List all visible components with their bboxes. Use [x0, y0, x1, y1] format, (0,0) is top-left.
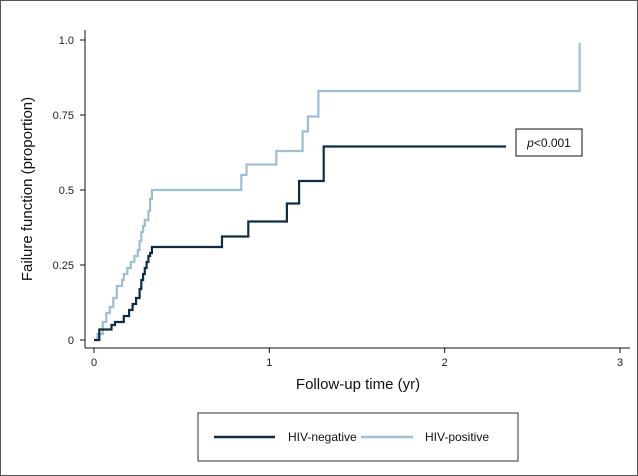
x-tick-label: 0 — [91, 357, 97, 369]
y-axis-ticks: 0 0.25 0.5 0.75 1.0 — [53, 35, 85, 347]
y-tick-label: 1.0 — [59, 35, 74, 47]
series-line-hiv-negative — [94, 145, 506, 342]
y-axis-title: Failure function (proportion) — [19, 97, 36, 281]
y-tick-label: 0 — [68, 335, 74, 347]
legend-label-hiv-positive: HIV-positive — [425, 430, 489, 444]
x-tick-label: 3 — [617, 357, 623, 369]
p-value-text: p<0.001 — [526, 136, 571, 150]
legend-label-hiv-negative: HIV-negative — [288, 430, 357, 444]
legend: HIV-negative HIV-positive — [197, 412, 519, 462]
p-value-rest: <0.001 — [534, 136, 571, 150]
x-tick-label: 2 — [442, 357, 448, 369]
p-value-italic: p — [526, 136, 534, 150]
y-tick-label: 0.75 — [53, 110, 74, 122]
series-line-hiv-positive — [94, 43, 581, 342]
y-tick-label: 0.25 — [53, 260, 74, 272]
y-tick-label: 0.5 — [59, 185, 74, 197]
x-tick-label: 1 — [266, 357, 272, 369]
p-value-box — [515, 128, 583, 157]
p-value-annotation: p<0.001 — [515, 128, 583, 157]
x-axis-title: Follow-up time (yr) — [296, 376, 420, 393]
x-axis-ticks: 0 1 2 3 — [91, 348, 623, 369]
series-layer — [94, 43, 581, 342]
